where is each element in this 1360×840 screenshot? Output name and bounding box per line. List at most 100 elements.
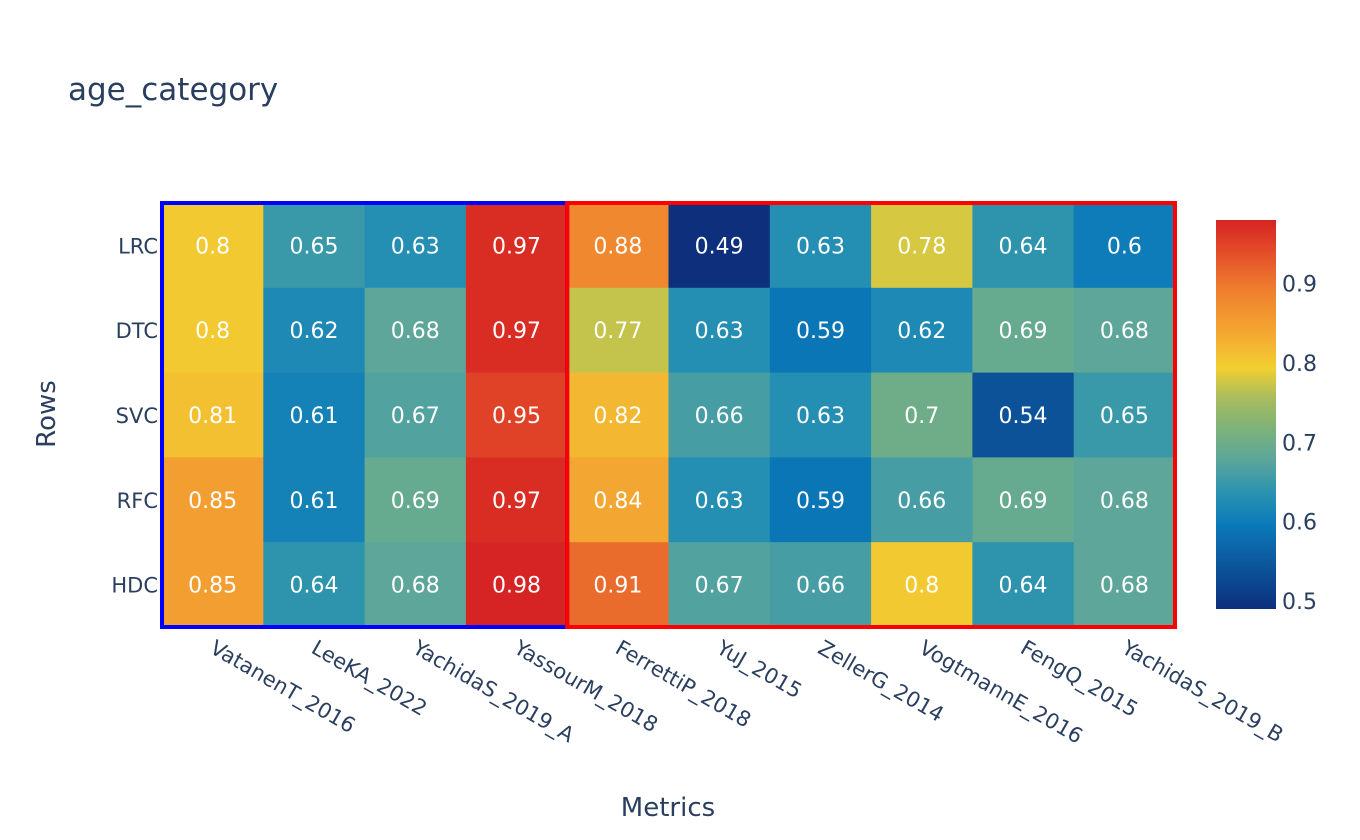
cell-value-label: 0.59 [796, 489, 845, 514]
cell-value-label: 0.68 [1100, 574, 1149, 599]
heatmap-cell [263, 542, 366, 628]
cell-value-label: 0.8 [195, 319, 230, 344]
cell-value-label: 0.84 [593, 489, 642, 514]
heatmap-cell [871, 372, 973, 458]
colorbar [1216, 220, 1276, 609]
heatmap-cell [871, 203, 973, 289]
cell-value-label: 0.69 [999, 319, 1048, 344]
heatmap-cell [465, 457, 568, 543]
heatmap-cell [465, 542, 568, 628]
heatmap-cell [364, 457, 467, 543]
heatmap-cell [1073, 287, 1176, 374]
cell-value-label: 0.82 [593, 404, 642, 429]
heatmap-cell [668, 372, 771, 458]
cell-value-label: 0.69 [391, 489, 440, 514]
heatmap-cell [465, 203, 568, 289]
cell-value-label: 0.63 [695, 319, 744, 344]
cell-value-label: 0.95 [492, 404, 541, 429]
cell-value-label: 0.67 [391, 404, 440, 429]
y-tick-label: DTC [116, 319, 158, 343]
colorbar-tick-label: 0.5 [1282, 590, 1317, 615]
cell-value-label: 0.81 [188, 404, 237, 429]
cell-value-label: 0.64 [999, 234, 1048, 259]
cell-value-label: 0.62 [897, 319, 946, 344]
heatmap-cell [1073, 372, 1176, 458]
x-tick-label: VogtmannE_2016 [915, 636, 1087, 750]
cell-value-label: 0.63 [695, 489, 744, 514]
cell-value-label: 0.8 [904, 574, 939, 599]
heatmap-cell [769, 457, 872, 543]
y-tick-label: LRC [118, 234, 158, 258]
heatmap-cell [972, 372, 1075, 458]
colorbar-tick-label: 0.7 [1282, 431, 1317, 456]
heatmap-cell [162, 203, 264, 289]
y-tick-label: HDC [111, 574, 158, 598]
heatmap-cell [364, 203, 467, 289]
heatmap-cell [668, 542, 771, 628]
cell-value-label: 0.85 [188, 574, 237, 599]
cell-value-label: 0.63 [796, 234, 845, 259]
heatmap-cell [263, 287, 366, 374]
cell-value-label: 0.98 [492, 574, 541, 599]
y-tick-label: RFC [117, 489, 158, 513]
cell-value-label: 0.68 [1100, 319, 1149, 344]
heatmap-cell [162, 542, 264, 628]
cell-value-label: 0.63 [796, 404, 845, 429]
colorbar-ticks: 0.5 0.6 0.7 0.8 0.9 [1282, 273, 1317, 616]
heatmap-cell [263, 203, 366, 289]
cell-value-label: 0.64 [289, 574, 338, 599]
cell-value-label: 0.97 [492, 319, 541, 344]
heatmap-cell [162, 287, 264, 374]
heatmap-cell [769, 542, 872, 628]
cell-value-label: 0.68 [391, 574, 440, 599]
heatmap-cell [364, 372, 467, 458]
cell-value-label: 0.62 [289, 319, 338, 344]
heatmap-cell [465, 287, 568, 374]
colorbar-tick-label: 0.9 [1282, 273, 1317, 298]
cell-value-label: 0.88 [593, 234, 642, 259]
heatmap-cell [769, 287, 872, 374]
cell-value-label: 0.61 [289, 489, 338, 514]
heatmap-cells: 0.8 0.65 0.63 0.97 0.88 0.49 0.63 0.78 0.64 0.6 0.… [162, 203, 1176, 628]
group-outlines [160, 201, 1177, 629]
heatmap-cell [567, 203, 669, 289]
x-tick-labels: VatanenT_2016LeeKA_2022YachidaS_2019_AYa… [206, 635, 1288, 749]
heatmap-cell [162, 457, 264, 543]
heatmap-cell [567, 372, 669, 458]
heatmap-cell [769, 372, 872, 458]
y-tick-label: SVC [116, 404, 158, 428]
cell-value-label: 0.91 [593, 574, 642, 599]
cell-value-label: 0.65 [1100, 404, 1149, 429]
cell-value-label: 0.8 [195, 234, 230, 259]
cell-value-label: 0.97 [492, 489, 541, 514]
cell-value-label: 0.68 [391, 319, 440, 344]
colorbar-tick-label: 0.8 [1282, 352, 1317, 377]
cell-value-label: 0.77 [593, 319, 642, 344]
heatmap-cell [465, 372, 568, 458]
y-axis-title: Rows [32, 380, 62, 448]
colorbar-tick-label: 0.6 [1282, 511, 1317, 536]
cell-value-label: 0.61 [289, 404, 338, 429]
chart-title: age_category [68, 72, 278, 108]
heatmap-cell [263, 372, 366, 458]
heatmap-cell [162, 372, 264, 458]
x-tick-label: YachidaS_2019_A [407, 635, 578, 748]
x-tick-label: YachidaS_2019_B [1116, 635, 1287, 748]
cell-value-label: 0.67 [695, 574, 744, 599]
heatmap-cell [871, 287, 973, 374]
heatmap-cell [871, 457, 973, 543]
cell-value-label: 0.7 [904, 404, 939, 429]
heatmap-cell [871, 542, 973, 628]
cell-value-label: 0.66 [695, 404, 744, 429]
cell-value-label: 0.63 [391, 234, 440, 259]
cell-value-label: 0.6 [1107, 234, 1142, 259]
y-tick-labels: LRC DTC SVC RFC HDC [111, 234, 158, 597]
cell-value-label: 0.78 [897, 234, 946, 259]
cell-value-label: 0.64 [999, 574, 1048, 599]
cell-value-label: 0.59 [796, 319, 845, 344]
cell-value-label: 0.69 [999, 489, 1048, 514]
x-axis-title: Metrics [621, 793, 715, 823]
heatmap-cell [263, 457, 366, 543]
cell-value-label: 0.54 [999, 404, 1048, 429]
